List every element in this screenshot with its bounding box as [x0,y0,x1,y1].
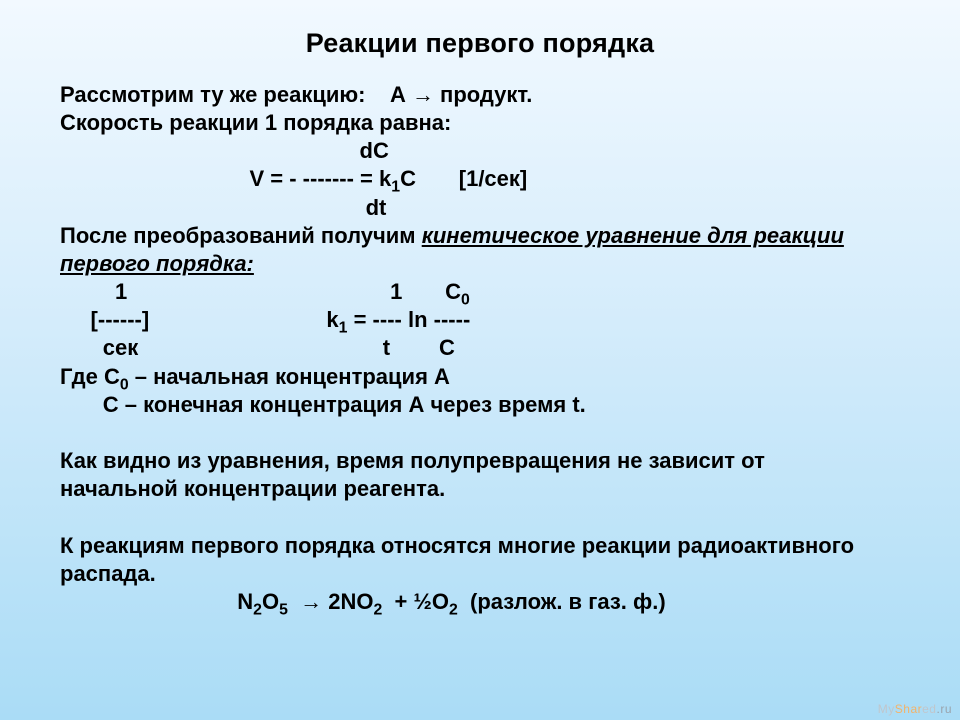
subscript-c0-2: 0 [120,376,129,393]
text-line-4a: V = - ------- = k [60,166,391,191]
text-line-6a: После преобразований получим [60,223,422,248]
watermark-part-my: My [878,702,895,716]
text-line-11a: Где С [60,364,120,389]
text-line-5: dt [60,195,386,220]
text-line-17e: (разлож. в газ. ф.) [458,589,666,614]
subscript-o2: 2 [449,601,458,618]
text-line-12: С – конечная концентрация А через время … [60,392,586,417]
subscript-no2: 2 [373,601,382,618]
watermark-part-ru: .ru [936,702,952,716]
text-line-11b: – начальная концентрация А [129,364,450,389]
subscript-o5: 5 [279,601,288,618]
text-line-10: сек t C [60,335,455,360]
text-line-14: начальной концентрации реагента. [60,476,445,501]
watermark: MyShared.ru [878,702,952,716]
underlined-phrase-1: кинетическое уравнение для реакции [422,223,844,248]
text-line-16: распада. [60,561,156,586]
text-line-17c: → 2NO [288,589,374,614]
text-line-8a: 1 1 C [60,279,461,304]
subscript-c0-1: 0 [461,291,470,308]
slide-title: Реакции первого порядка [60,28,900,59]
text-line-4b: C [1/сек] [400,166,527,191]
text-line-9b: = ---- ln ----- [347,307,470,332]
text-line-9a: [------] k [60,307,339,332]
subscript-n2: 2 [253,601,262,618]
slide-body: Рассмотрим ту же реакцию: А → продукт. С… [60,81,900,616]
watermark-part-shar: Shar [895,702,922,716]
text-line-17b: O [262,589,279,614]
subscript-k1: 1 [391,179,400,196]
underlined-phrase-2: первого порядка: [60,251,254,276]
text-line-17a: N [60,589,253,614]
text-line-17d: + ½O [382,589,449,614]
text-line-15: К реакциям первого порядка относятся мно… [60,533,854,558]
text-line-1: Рассмотрим ту же реакцию: А → продукт. [60,82,532,107]
watermark-part-ed: ed [922,702,936,716]
text-line-3: dC [60,138,389,163]
text-line-13: Как видно из уравнения, время полупревра… [60,448,765,473]
slide-container: Реакции первого порядка Рассмотрим ту же… [0,0,960,720]
text-line-2: Скорость реакции 1 порядка равна: [60,110,451,135]
